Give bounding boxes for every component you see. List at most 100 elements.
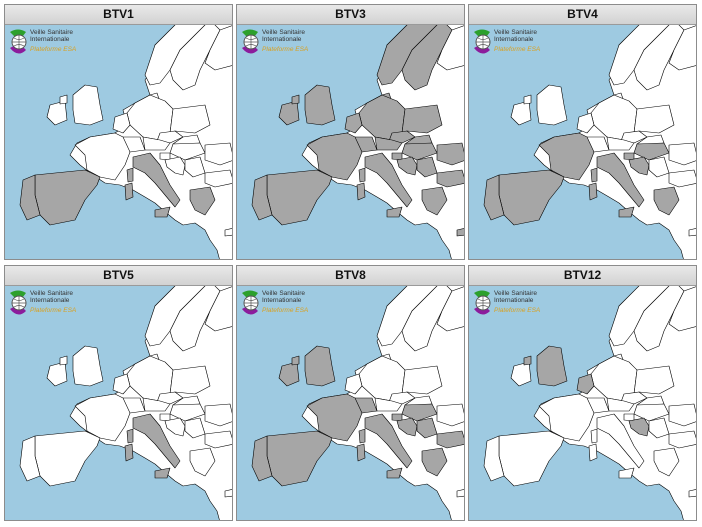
country-sweden	[401, 286, 453, 352]
veille-sanitaire-logo: Veille Sanitaire Internationale Platefor…	[240, 28, 320, 66]
veille-sanitaire-logo: Veille Sanitaire Internationale Platefor…	[8, 289, 88, 327]
logo-line-1: Veille Sanitaire	[494, 29, 537, 36]
country-croatia	[628, 156, 650, 176]
country-bulgaria	[204, 169, 232, 188]
logo-line-1: Veille Sanitaire	[30, 29, 73, 36]
globe-icon	[242, 29, 259, 54]
country-sicily	[618, 206, 635, 218]
country-bulgaria	[436, 430, 464, 449]
country-hungary	[169, 403, 206, 422]
country-bulgaria	[204, 430, 232, 449]
country-sicily	[386, 467, 403, 479]
country-sicily	[154, 467, 171, 479]
country-sicily	[386, 206, 403, 218]
country-italy	[596, 152, 645, 208]
country-greece	[189, 447, 216, 477]
country-northern_ireland	[291, 94, 300, 105]
panel-title: BTV1	[5, 5, 232, 25]
map-panel-btv12: BTV12 Veille Sanitaire Internationale Pl…	[468, 265, 697, 521]
country-austria	[606, 136, 635, 151]
logo-line-1: Veille Sanitaire	[262, 290, 305, 297]
country-austria	[606, 397, 635, 412]
country-greece	[653, 447, 680, 477]
country-sicily	[154, 206, 171, 218]
country-northern_ireland	[59, 355, 68, 366]
country-cyprus	[688, 228, 696, 237]
country-northern_ireland	[523, 355, 532, 366]
europe-map	[5, 25, 232, 259]
country-northern_ireland	[523, 94, 532, 105]
country-uk	[72, 84, 104, 126]
globe-icon	[474, 290, 491, 315]
country-finland	[668, 286, 696, 332]
country-romania	[436, 142, 464, 166]
country-slovenia	[391, 413, 403, 422]
country-france	[74, 132, 131, 181]
country-northern_ireland	[59, 94, 68, 105]
country-corsica	[358, 428, 366, 444]
logo-line-3: Plateforme ESA	[494, 46, 541, 53]
logo-line-2: Internationale	[30, 297, 70, 304]
country-slovenia	[623, 152, 635, 161]
country-austria	[142, 397, 171, 412]
country-slovenia	[159, 413, 171, 422]
panel-title: BTV5	[5, 266, 232, 286]
logo-line-3: Plateforme ESA	[262, 46, 309, 53]
country-portugal	[19, 435, 41, 482]
country-romania	[436, 403, 464, 427]
country-sweden	[169, 286, 221, 352]
country-corsica	[358, 167, 366, 183]
country-sardinia	[588, 182, 598, 201]
country-greece	[189, 186, 216, 216]
country-benelux	[344, 373, 363, 395]
country-hungary	[633, 403, 670, 422]
country-corsica	[126, 167, 134, 183]
veille-sanitaire-logo: Veille Sanitaire Internationale Platefor…	[240, 289, 320, 327]
country-greece	[653, 186, 680, 216]
country-portugal	[483, 435, 505, 482]
veille-sanitaire-logo: Veille Sanitaire Internationale Platefor…	[472, 289, 552, 327]
country-croatia	[164, 417, 186, 437]
logo-line-2: Internationale	[30, 36, 70, 43]
country-benelux	[344, 112, 363, 134]
map-panel-btv5: BTV5 Veille Sanitaire Internationale Pla…	[4, 265, 233, 521]
country-serbia	[416, 417, 438, 439]
map-panel-btv4: BTV4 Veille Sanitaire Internationale Pla…	[468, 4, 697, 260]
country-sicily	[618, 467, 635, 479]
country-northern_ireland	[291, 355, 300, 366]
country-uk	[536, 84, 568, 126]
map-panel-btv1: BTV1 Veille Sanitaire Internationale Pla…	[4, 4, 233, 260]
country-corsica	[590, 167, 598, 183]
country-sardinia	[356, 443, 366, 462]
country-france	[538, 132, 595, 181]
country-france	[538, 393, 595, 442]
country-uk	[304, 345, 336, 387]
country-sardinia	[124, 182, 134, 201]
country-finland	[668, 25, 696, 71]
logo-line-2: Internationale	[494, 36, 534, 43]
panel-title: BTV3	[237, 5, 464, 25]
country-france	[306, 393, 363, 442]
country-france	[74, 393, 131, 442]
country-slovenia	[159, 152, 171, 161]
country-austria	[374, 136, 403, 151]
logo-line-3: Plateforme ESA	[262, 307, 309, 314]
country-hungary	[401, 403, 438, 422]
country-portugal	[483, 174, 505, 221]
country-romania	[204, 403, 232, 427]
country-hungary	[401, 142, 438, 161]
country-serbia	[416, 156, 438, 178]
country-romania	[668, 142, 696, 166]
veille-sanitaire-logo: Veille Sanitaire Internationale Platefor…	[8, 28, 88, 66]
country-bulgaria	[668, 169, 696, 188]
globe-icon	[10, 290, 27, 315]
logo-line-2: Internationale	[262, 36, 302, 43]
country-cyprus	[456, 228, 464, 237]
country-austria	[374, 397, 403, 412]
country-austria	[142, 136, 171, 151]
map-panel-btv3: BTV3 Veille Sanitaire Internationale Pla…	[236, 4, 465, 260]
country-bulgaria	[436, 169, 464, 188]
country-sweden	[401, 25, 453, 91]
country-sweden	[169, 25, 221, 91]
panel-title: BTV4	[469, 5, 696, 25]
